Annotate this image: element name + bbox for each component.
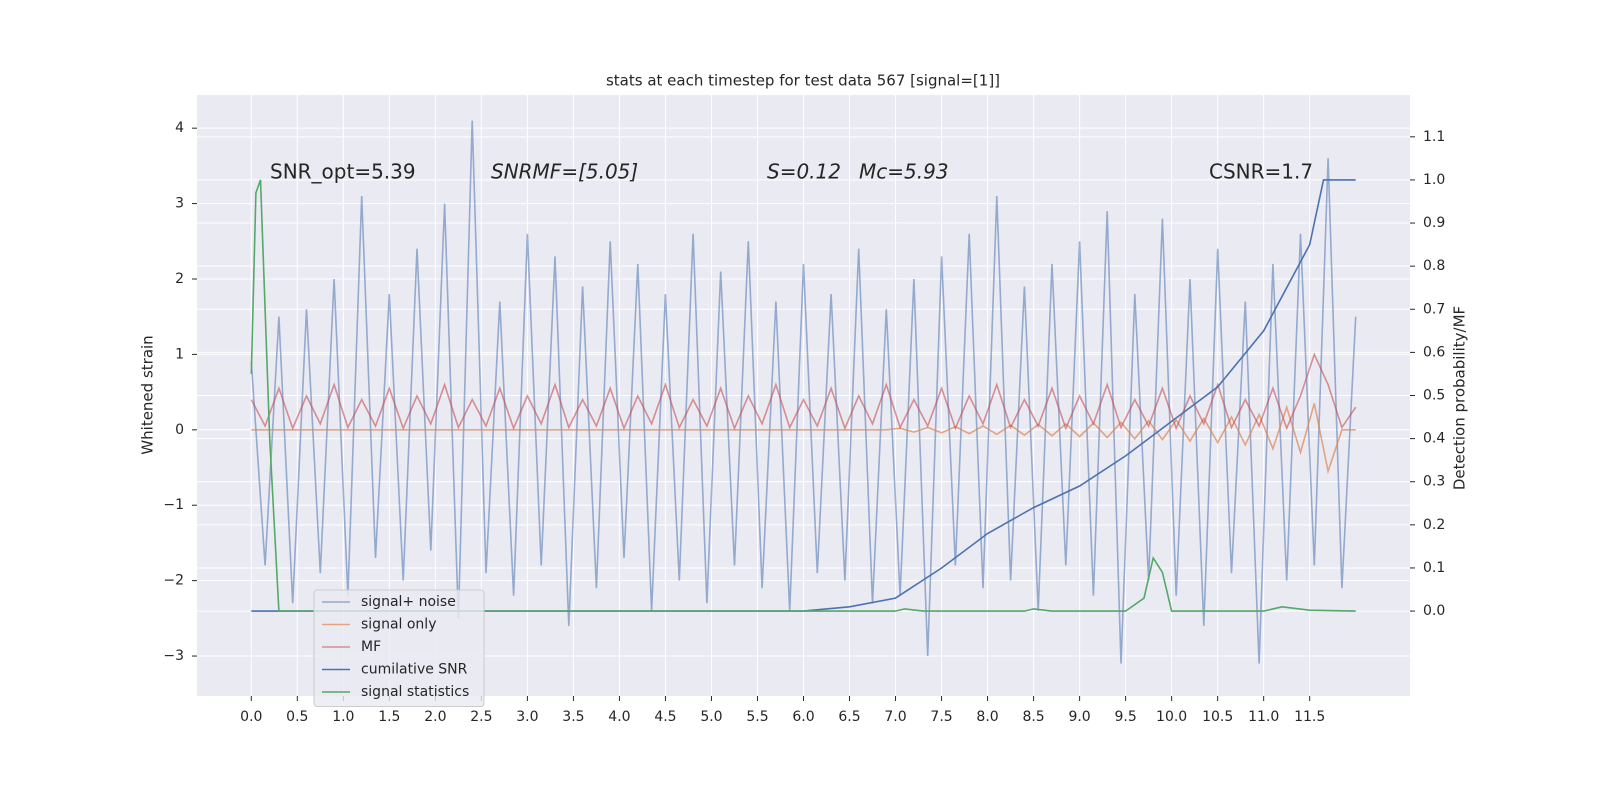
y2-tick-label: 0.3 [1423,474,1445,490]
x-tick-label: 10.0 [1156,709,1187,725]
y-tick-label: −2 [163,573,184,589]
x-tick-label: 4.5 [654,709,676,725]
legend-label: signal only [361,617,436,633]
annotation: CSNR=1.7 [1209,160,1313,184]
y2-tick-label: 0.5 [1423,388,1445,404]
chart-title: stats at each timestep for test data 567… [606,72,1000,90]
series-line [251,179,1356,612]
x-tick-label: 2.0 [424,709,446,725]
y2-tick-label: 0.0 [1423,603,1445,619]
y2-tick-label: 0.4 [1423,431,1445,447]
x-tick-label: 0.5 [286,709,308,725]
series-line [251,403,1356,475]
x-tick-label: 2.5 [470,709,492,725]
series-line [250,120,1357,664]
legend-box [313,589,485,707]
y-tick-label: −1 [163,497,184,513]
x-tick-label: 7.5 [930,709,952,725]
x-tick-label: 5.0 [700,709,722,725]
annotation: S=0.12 [767,160,841,184]
y-tick-label: 2 [175,271,184,287]
x-tick-label: 9.0 [1068,709,1090,725]
series-line [250,352,1357,431]
y-tick-label: 1 [175,346,184,362]
y2-tick-label: 0.7 [1423,301,1445,317]
x-tick-label: 1.5 [378,709,400,725]
y2-tick-label: 0.8 [1423,258,1445,274]
legend-label: signal statistics [361,684,469,700]
lines [250,120,1357,664]
annotation: Mc=5.93 [859,160,949,184]
legend: signal+ noise signal only MF cumilative SNR… [313,589,485,707]
series-line [250,179,1356,612]
x-tick-label: 4.0 [608,709,630,725]
y-tick-label: 3 [175,196,184,212]
x-tick-label: 6.5 [838,709,860,725]
x-tick-label: 8.5 [1022,709,1044,725]
x-tick-label: 11.0 [1248,709,1279,725]
x-tick-label: 0.0 [240,709,262,725]
x-tick-label: 8.0 [976,709,998,725]
x-tick-label: 6.0 [792,709,814,725]
y2-tick-label: 0.9 [1423,215,1445,231]
annotation: SNRMF=[5.05] [491,160,638,184]
annotation: SNR_opt=5.39 [270,160,416,184]
x-tick-label: 10.5 [1202,709,1233,725]
x-tick-label: 3.5 [562,709,584,725]
legend-label: signal+ noise [361,594,456,610]
y2-tick-label: 1.0 [1423,172,1445,188]
y-tick-label: 0 [175,422,184,438]
legend-label: MF [361,639,381,655]
labels: 0.0 0.5 1.0 1.5 2.0 2.5 3.0 3.5 4.0 4.5 5.0 5.5 6.0 6… [163,120,1445,725]
x-tick-label: 9.5 [1114,709,1136,725]
y2-axis-label: Detection probability/MF [1451,306,1469,490]
y-tick-label: 4 [175,120,184,136]
y2-tick-label: 0.1 [1423,560,1445,576]
x-tick-label: 7.0 [884,709,906,725]
x-tick-label: 5.5 [746,709,768,725]
y2-tick-label: 1.1 [1423,129,1445,145]
x-tick-label: 3.0 [516,709,538,725]
y-axis-label: Whitened strain [139,335,157,454]
y-tick-label: −3 [163,648,184,664]
legend-label: cumilative SNR [361,662,468,678]
x-tick-label: 1.0 [332,709,354,725]
y2-tick-label: 0.2 [1423,517,1445,533]
x-tick-label: 11.5 [1294,709,1325,725]
y2-tick-label: 0.6 [1423,344,1445,360]
